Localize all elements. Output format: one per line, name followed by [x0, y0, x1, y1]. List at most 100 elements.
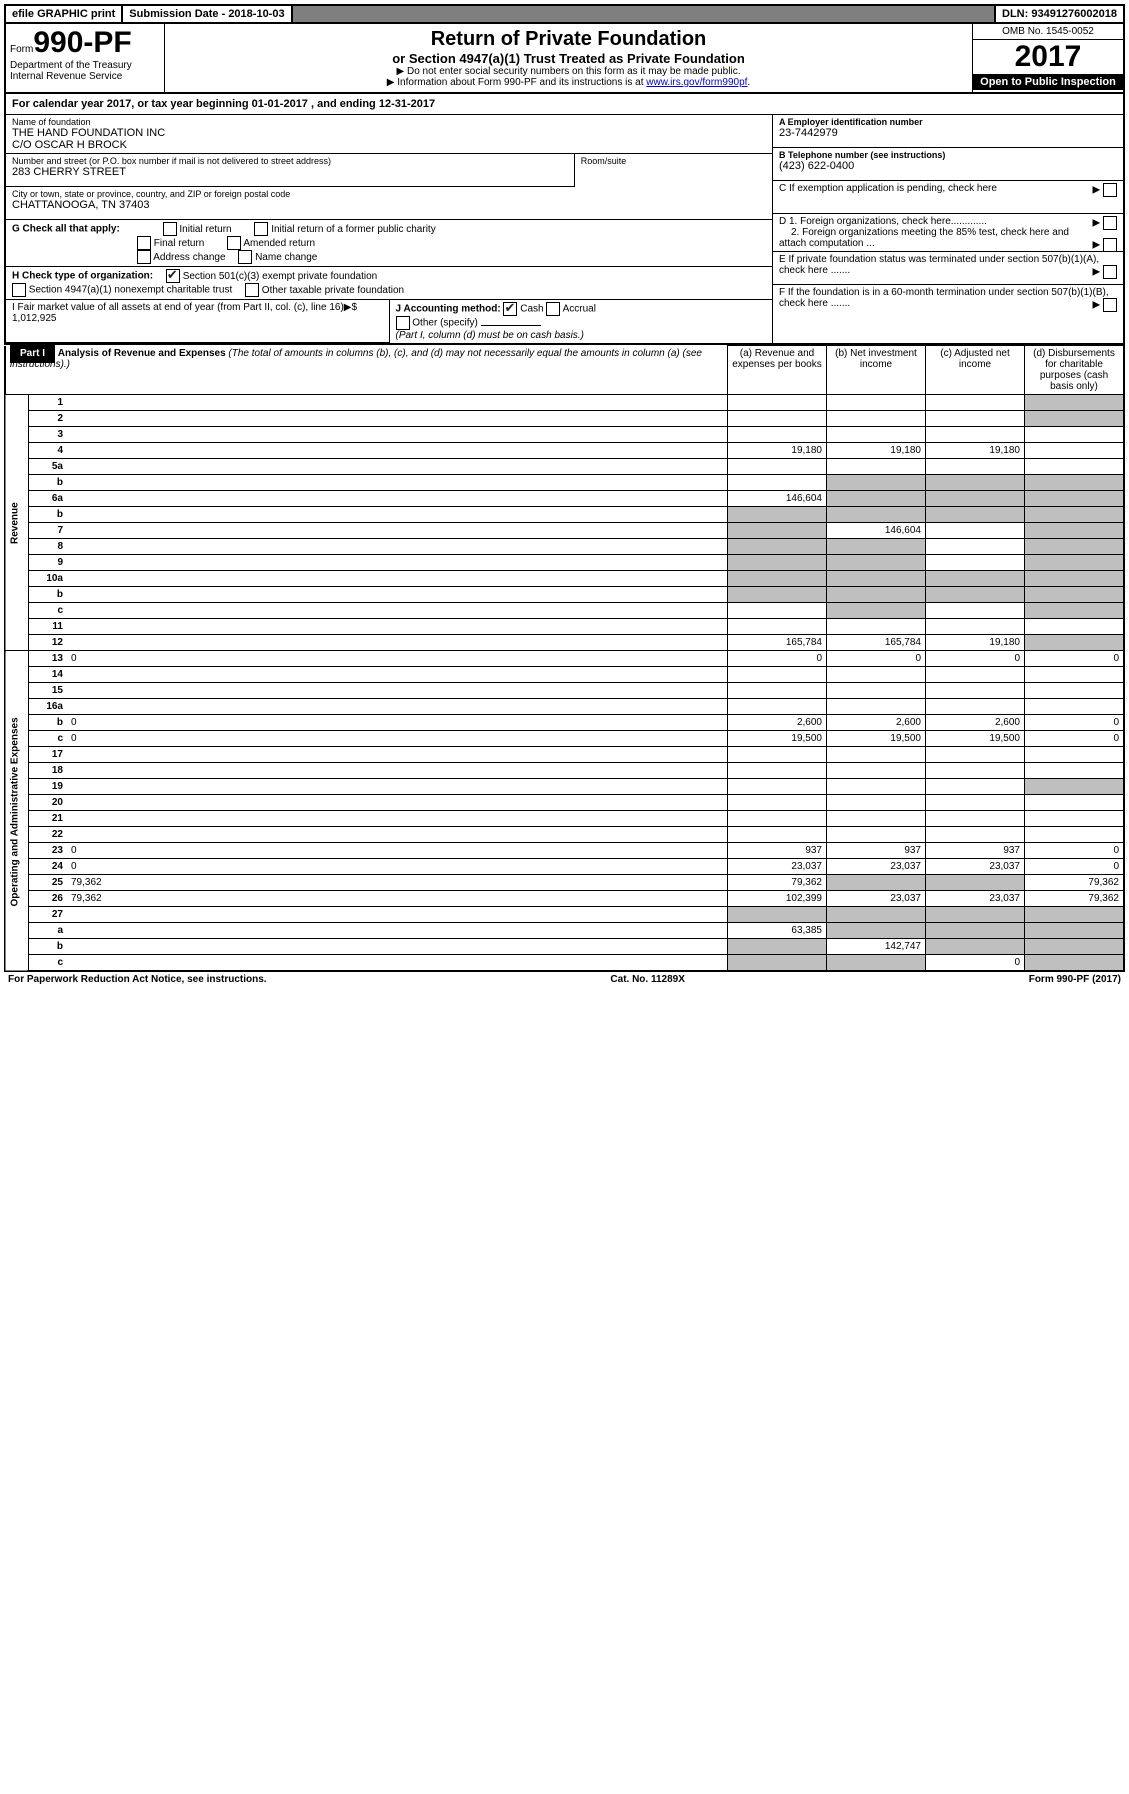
submission-date: Submission Date - 2018-10-03	[123, 6, 292, 22]
chk-initial-former[interactable]	[254, 222, 268, 236]
table-row: 10a	[5, 571, 1124, 587]
value-cell	[827, 587, 926, 603]
value-cell	[827, 667, 926, 683]
value-cell	[1025, 507, 1125, 523]
value-cell: 165,784	[827, 635, 926, 651]
line-number: 17	[29, 747, 68, 763]
value-cell	[728, 827, 827, 843]
line-number: 15	[29, 683, 68, 699]
line-number: b	[29, 507, 68, 523]
col-a-header: (a) Revenue and expenses per books	[728, 346, 827, 395]
table-row: c0	[5, 955, 1124, 972]
value-cell	[1025, 491, 1125, 507]
efile-label[interactable]: efile GRAPHIC print	[6, 6, 123, 22]
other-method-input[interactable]	[481, 325, 541, 326]
address-row: Number and street (or P.O. box number if…	[6, 154, 772, 187]
chk-name-change[interactable]	[238, 250, 252, 264]
value-cell	[827, 427, 926, 443]
value-cell: 2,600	[827, 715, 926, 731]
table-row: 2309379379370	[5, 843, 1124, 859]
value-cell	[1025, 763, 1125, 779]
line-description	[67, 427, 728, 443]
i-value: 1,012,925	[12, 313, 57, 324]
value-cell	[1025, 667, 1125, 683]
value-cell	[926, 827, 1025, 843]
chk-initial-return[interactable]	[163, 222, 177, 236]
revenue-body: Revenue123419,18019,18019,1805ab6a146,60…	[5, 395, 1124, 651]
line-description	[67, 571, 728, 587]
chk-e[interactable]	[1103, 265, 1117, 279]
value-cell: 937	[926, 843, 1025, 859]
line-description	[67, 395, 728, 411]
line-description	[67, 507, 728, 523]
value-cell	[926, 411, 1025, 427]
value-cell	[728, 747, 827, 763]
table-row: c	[5, 603, 1124, 619]
value-cell: 23,037	[827, 891, 926, 907]
table-row: 14	[5, 667, 1124, 683]
value-cell	[728, 763, 827, 779]
section-d: D 1. Foreign organizations, check here..…	[773, 214, 1123, 252]
value-cell: 102,399	[728, 891, 827, 907]
opt-address-change: Address change	[153, 252, 225, 263]
value-cell: 2,600	[728, 715, 827, 731]
value-cell: 0	[926, 955, 1025, 972]
opt-name-change: Name change	[255, 252, 317, 263]
value-cell: 2,600	[926, 715, 1025, 731]
line-description	[67, 619, 728, 635]
value-cell	[1025, 795, 1125, 811]
value-cell	[1025, 539, 1125, 555]
chk-other-method[interactable]	[396, 316, 410, 330]
chk-cash[interactable]	[503, 302, 517, 316]
value-cell	[926, 763, 1025, 779]
chk-501c3[interactable]	[166, 269, 180, 283]
chk-address-change[interactable]	[137, 250, 151, 264]
chk-accrual[interactable]	[546, 302, 560, 316]
value-cell: 19,500	[926, 731, 1025, 747]
col-b-header: (b) Net investment income	[827, 346, 926, 395]
value-cell: 0	[1025, 843, 1125, 859]
value-cell	[827, 555, 926, 571]
value-cell	[1025, 683, 1125, 699]
value-cell	[1025, 747, 1125, 763]
chk-final-return[interactable]	[137, 236, 151, 250]
line-description: 0	[67, 859, 728, 875]
h-label: H Check type of organization:	[12, 271, 153, 282]
irs-link[interactable]: www.irs.gov/form990pf	[646, 77, 747, 88]
foundation-name-1: THE HAND FOUNDATION INC	[12, 127, 766, 139]
line-number: b	[29, 475, 68, 491]
value-cell: 63,385	[728, 923, 827, 939]
value-cell	[926, 619, 1025, 635]
line-number: a	[29, 923, 68, 939]
value-cell: 23,037	[827, 859, 926, 875]
value-cell	[827, 395, 926, 411]
value-cell	[1025, 939, 1125, 955]
top-bar: efile GRAPHIC print Submission Date - 20…	[4, 4, 1125, 24]
value-cell	[1025, 587, 1125, 603]
chk-f[interactable]	[1103, 298, 1117, 312]
i-label: I Fair market value of all assets at end…	[12, 302, 357, 313]
chk-c[interactable]	[1103, 183, 1117, 197]
chk-amended[interactable]	[227, 236, 241, 250]
chk-d1[interactable]	[1103, 216, 1117, 230]
line-description	[67, 907, 728, 923]
value-cell	[827, 907, 926, 923]
cal-end: 12-31-2017	[379, 98, 435, 110]
value-cell	[827, 507, 926, 523]
value-cell	[1025, 475, 1125, 491]
value-cell	[926, 779, 1025, 795]
value-cell	[827, 491, 926, 507]
table-row: 2	[5, 411, 1124, 427]
chk-d2[interactable]	[1103, 238, 1117, 252]
line-number: 8	[29, 539, 68, 555]
j-note: (Part I, column (d) must be on cash basi…	[396, 330, 584, 341]
opt-4947: Section 4947(a)(1) nonexempt charitable …	[29, 285, 232, 296]
line-number: 12	[29, 635, 68, 651]
line-number: 21	[29, 811, 68, 827]
ein-value: 23-7442979	[779, 127, 1117, 139]
chk-4947[interactable]	[12, 283, 26, 297]
value-cell	[728, 395, 827, 411]
line-number: 5a	[29, 459, 68, 475]
section-label: Revenue	[5, 395, 29, 651]
chk-other-taxable[interactable]	[245, 283, 259, 297]
